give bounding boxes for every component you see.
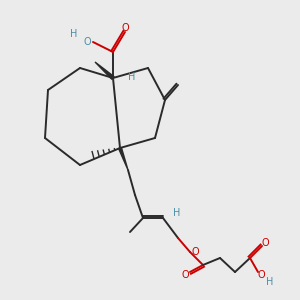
Polygon shape (118, 148, 128, 170)
Polygon shape (95, 62, 114, 79)
Text: O: O (121, 23, 129, 33)
Text: H: H (70, 29, 78, 39)
Text: H: H (266, 277, 274, 287)
Text: O: O (83, 37, 91, 47)
Text: O: O (191, 247, 199, 257)
Text: O: O (261, 238, 269, 248)
Text: O: O (257, 270, 265, 280)
Text: H: H (128, 72, 135, 82)
Text: O: O (181, 270, 189, 280)
Text: H: H (173, 208, 180, 218)
